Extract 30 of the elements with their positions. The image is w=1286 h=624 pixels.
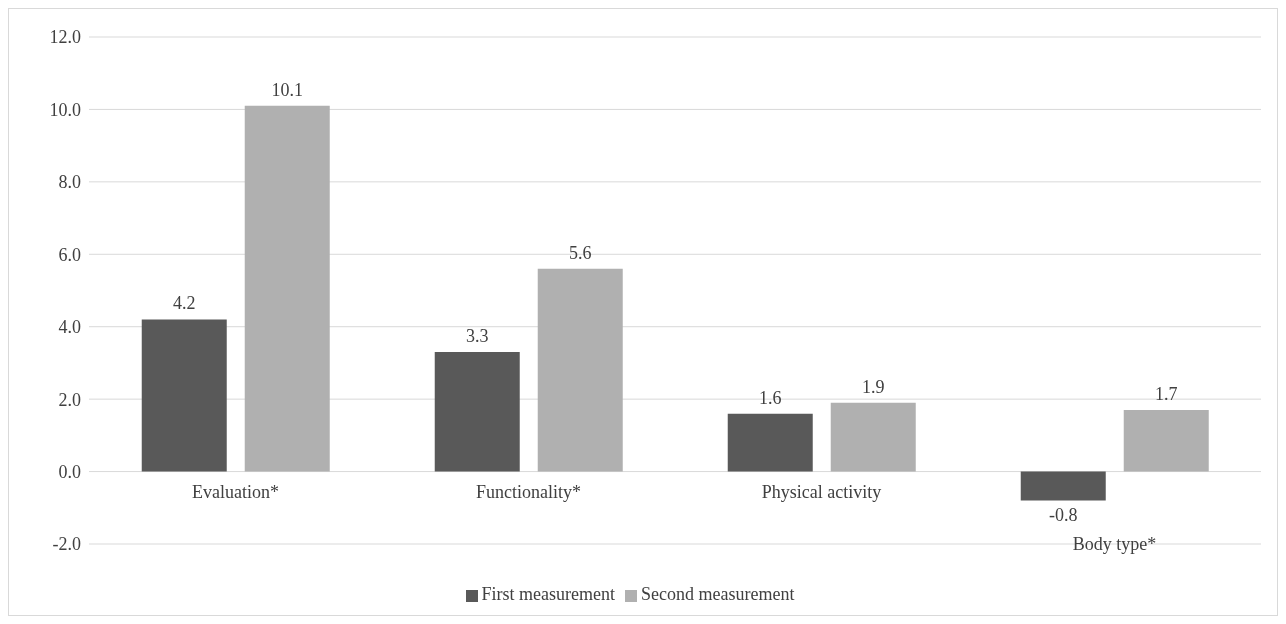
bar	[141, 319, 227, 472]
bar	[244, 105, 330, 472]
y-tick-label: 2.0	[58, 389, 81, 410]
y-tick-label: 12.0	[49, 27, 81, 48]
data-label: 3.3	[465, 326, 489, 347]
legend-label: Second measurement	[641, 584, 795, 604]
data-label: -0.8	[1048, 504, 1078, 525]
y-tick-label: 4.0	[58, 317, 81, 338]
x-tick-label: Body type*	[1072, 533, 1157, 554]
y-tick-label: 8.0	[58, 172, 81, 193]
bar	[1123, 410, 1209, 472]
data-label: 4.2	[172, 293, 196, 314]
bar	[727, 413, 813, 472]
x-tick-label: Evaluation*	[192, 482, 279, 503]
bar	[1020, 471, 1106, 501]
bar	[830, 402, 916, 472]
x-tick-label: Physical activity	[761, 482, 882, 503]
x-tick-label: Functionality*	[476, 482, 581, 503]
bar	[537, 268, 623, 472]
legend-label: First measurement	[481, 584, 616, 604]
y-tick-label: -2.0	[52, 534, 81, 555]
y-tick-label: 0.0	[58, 461, 81, 482]
data-label: 1.6	[758, 387, 782, 408]
data-label: 1.7	[1154, 384, 1178, 405]
data-label: 1.9	[861, 376, 885, 397]
y-tick-label: 6.0	[58, 244, 81, 265]
bar	[434, 352, 520, 472]
y-tick-label: 10.0	[49, 99, 81, 120]
data-label: 10.1	[271, 79, 303, 100]
data-label: 5.6	[568, 242, 592, 263]
